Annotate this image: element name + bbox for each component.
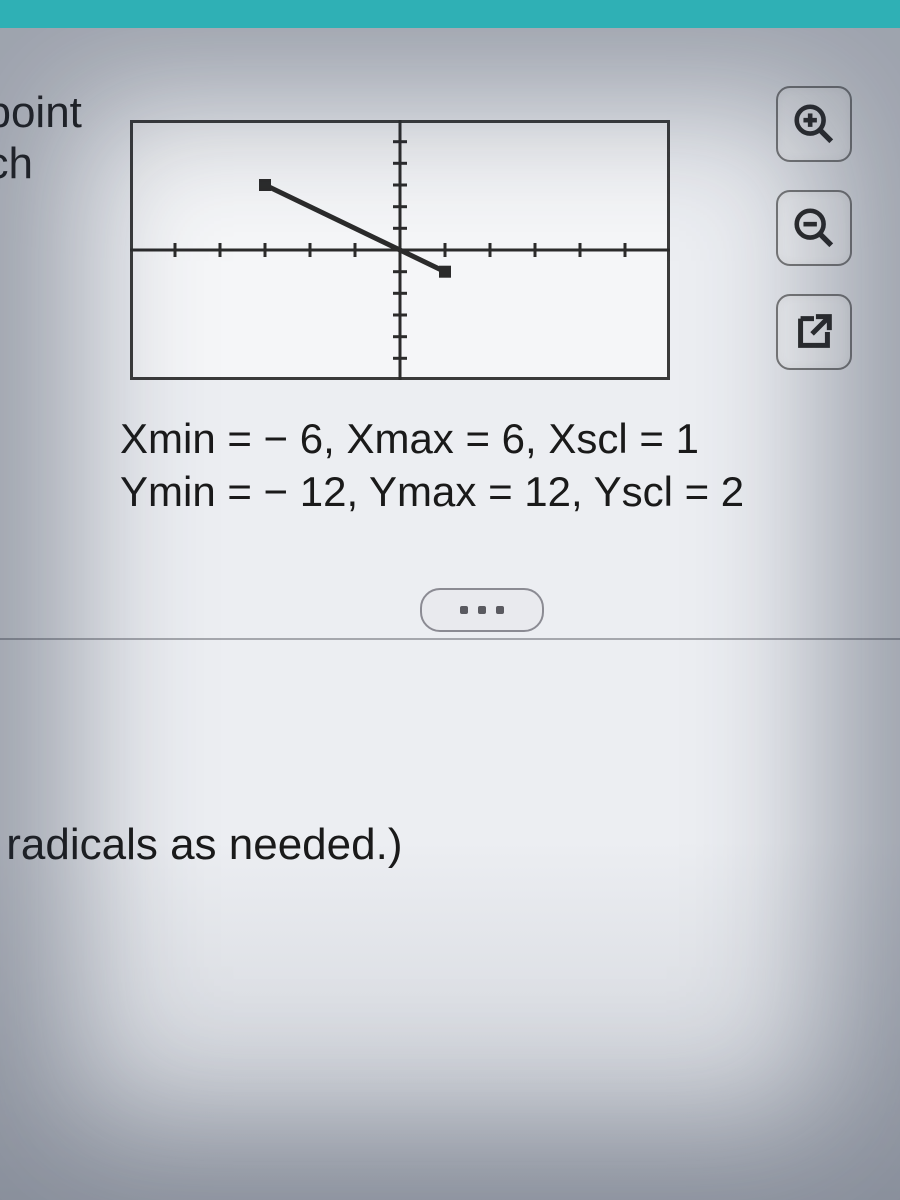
- open-in-new-button[interactable]: [776, 294, 852, 370]
- app-header-bar: [0, 0, 900, 28]
- graph-window-settings: Xmin = − 6, Xmax = 6, Xscl = 1 Ymin = − …: [120, 413, 744, 518]
- zoom-in-button[interactable]: [776, 86, 852, 162]
- prompt-line1: dpoint: [0, 88, 82, 137]
- dot-icon: [460, 606, 468, 614]
- question-prompt-fragment: dpoint ach: [0, 88, 82, 189]
- endpoint-marker-1: [259, 179, 271, 191]
- graph-svg: [130, 120, 670, 380]
- photo-shadow: [0, 840, 900, 1200]
- dot-icon: [478, 606, 486, 614]
- graph-viewer[interactable]: [130, 120, 670, 380]
- answer-instruction-fragment: radicals as needed.): [0, 820, 402, 870]
- divider: [0, 638, 900, 640]
- instruction-text: radicals as needed.): [0, 820, 402, 869]
- dot-icon: [496, 606, 504, 614]
- window-line2: Ymin = − 12, Ymax = 12, Yscl = 2: [120, 468, 744, 515]
- zoom-in-icon: [791, 101, 837, 147]
- question-panel: dpoint ach: [0, 28, 900, 1200]
- prompt-line2: ach: [0, 139, 33, 188]
- zoom-out-button[interactable]: [776, 190, 852, 266]
- open-in-new-icon: [791, 309, 837, 355]
- more-options-button[interactable]: [420, 588, 544, 632]
- window-line1: Xmin = − 6, Xmax = 6, Xscl = 1: [120, 415, 699, 462]
- line-segment: [265, 185, 445, 272]
- endpoint-marker-2: [439, 266, 451, 278]
- zoom-out-icon: [791, 205, 837, 251]
